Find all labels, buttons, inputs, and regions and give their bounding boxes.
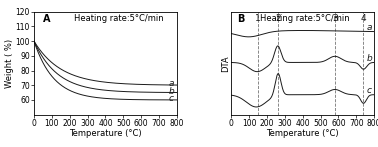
Text: 1: 1 <box>255 14 261 23</box>
Text: a: a <box>367 23 373 32</box>
Y-axis label: DTA: DTA <box>221 55 230 72</box>
Text: 2: 2 <box>275 14 280 23</box>
Text: Heating rate:5°C/min: Heating rate:5°C/min <box>74 14 164 23</box>
X-axis label: Temperature (°C): Temperature (°C) <box>266 129 339 138</box>
Text: 3: 3 <box>332 14 338 23</box>
Text: 4: 4 <box>361 14 366 23</box>
Text: b: b <box>367 54 373 63</box>
Text: c: c <box>367 86 372 95</box>
Text: a: a <box>169 79 174 88</box>
Text: B: B <box>237 14 244 24</box>
Text: Heating rate:5°C/min: Heating rate:5°C/min <box>260 14 350 23</box>
X-axis label: Temperature (°C): Temperature (°C) <box>69 129 142 138</box>
Text: A: A <box>43 14 50 24</box>
Text: c: c <box>169 94 174 103</box>
Y-axis label: Weight ( %): Weight ( %) <box>5 39 14 88</box>
Text: b: b <box>169 87 175 96</box>
